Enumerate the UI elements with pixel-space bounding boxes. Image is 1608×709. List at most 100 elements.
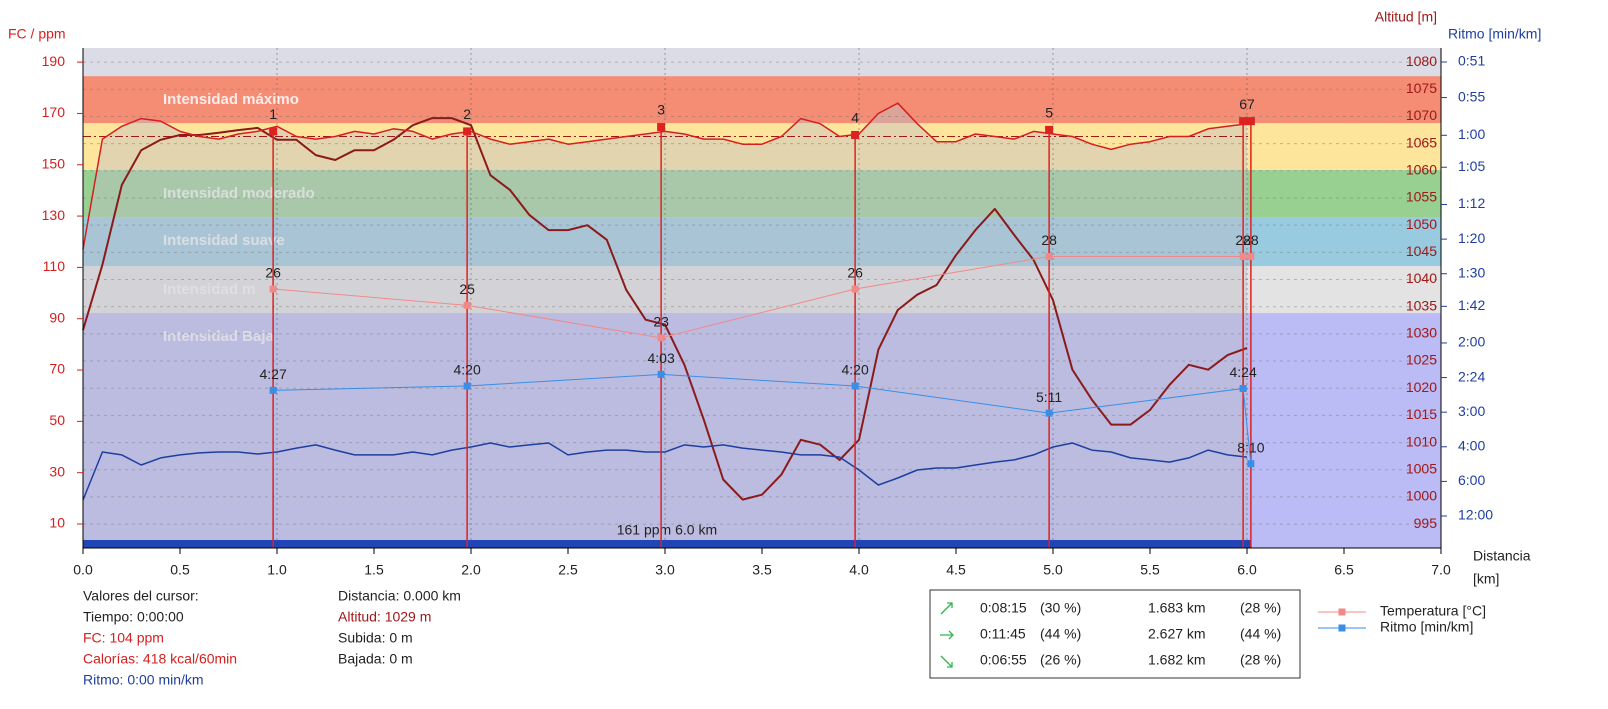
data-label: 26: [265, 265, 281, 281]
lap-label: 1: [269, 106, 277, 122]
lap-point: [657, 334, 665, 342]
y-tick-label: 10: [49, 515, 65, 531]
cursor-panel: Valores del cursor: Tiempo: 0:00:00 FC: …: [83, 588, 461, 688]
lap-point: [269, 285, 277, 293]
intensity-zone: [83, 313, 1441, 548]
x-tick-label: 6.0: [1237, 562, 1257, 578]
x-tick-label: 0.0: [73, 562, 93, 578]
y2-tick-label: 1050: [1406, 216, 1437, 232]
stat-value: (26 %): [1040, 652, 1081, 668]
cursor-pace: Ritmo: 0:00 min/km: [83, 672, 204, 688]
y-tick-label: 130: [42, 207, 66, 223]
y-tick-label: 70: [49, 361, 65, 377]
cursor-ascent: Subida: 0 m: [338, 630, 413, 646]
lap-marker: [1239, 117, 1248, 126]
y2-tick-label: 1000: [1406, 488, 1437, 504]
y2-tick-label: 1035: [1406, 297, 1437, 313]
zone-label: Intensidad suave: [163, 232, 285, 249]
up-arrow: [940, 602, 953, 615]
y2-tick-label: 1065: [1406, 134, 1437, 150]
stat-value: 0:08:15: [980, 600, 1027, 616]
stat-value: 2.627 km: [1148, 626, 1206, 642]
lap-point: [463, 301, 471, 309]
lap-point: [1239, 252, 1247, 260]
data-label: 5:11: [1036, 389, 1062, 405]
x-tick-label: 5.5: [1140, 562, 1160, 578]
lap-label: 6: [1239, 96, 1247, 112]
y3-axis-title: Ritmo [min/km]: [1448, 26, 1541, 42]
x-tick-label: 1.5: [364, 562, 384, 578]
data-label: 4:20: [453, 362, 480, 378]
y-tick-label: 190: [42, 53, 66, 69]
data-label: 28: [1243, 232, 1259, 248]
x-tick-label: 2.5: [558, 562, 578, 578]
y2-tick-label: 1070: [1406, 107, 1437, 123]
legend-marker: [1338, 608, 1346, 616]
series-line: [82, 117, 1248, 501]
lap-label: 3: [657, 102, 665, 118]
lap-point: [269, 386, 277, 394]
lap-point: [1045, 409, 1053, 417]
y-tick-label: 110: [43, 258, 66, 274]
y3-tick-label: 0:55: [1458, 88, 1485, 104]
lap-label: 5: [1045, 105, 1053, 121]
y-tick-label: 150: [42, 155, 66, 171]
y3-tick-label: 1:42: [1458, 297, 1485, 313]
data-label: 4:20: [841, 362, 868, 378]
data-label: 4:03: [647, 350, 674, 366]
y3-tick-label: 1:00: [1458, 126, 1485, 142]
stat-value: 1.682 km: [1148, 652, 1206, 668]
y3-tick-label: 1:30: [1458, 264, 1485, 280]
y3-tick-label: 12:00: [1458, 507, 1493, 523]
distance-bar: [83, 540, 1251, 548]
y3-tick-label: 2:00: [1458, 334, 1485, 350]
x-axis-title: Distancia: [1473, 548, 1531, 564]
intensity-zone: [83, 170, 1441, 218]
lap-label: 7: [1247, 96, 1255, 112]
y2-tick-label: 1015: [1406, 406, 1437, 422]
legend-marker: [1338, 624, 1346, 632]
intensity-zone: [83, 266, 1441, 314]
x-tick-label: 4.5: [946, 562, 966, 578]
cursor-distance: Distancia: 0.000 km: [338, 588, 461, 604]
stats-box: [929, 589, 1301, 679]
down-arrow: [940, 655, 953, 668]
stats-icons: [940, 602, 954, 668]
y3-tick-label: 3:00: [1458, 403, 1485, 419]
cursor-calories: Calorías: 418 kcal/60min: [83, 651, 237, 667]
lap-point: [851, 382, 859, 390]
zone-label: Intensidad m: [163, 281, 256, 298]
lap-marker: [1045, 125, 1054, 134]
legend-label: Ritmo [min/km]: [1380, 619, 1473, 635]
y2-tick-label: 1060: [1406, 162, 1437, 178]
legend-label: Temperatura [°C]: [1380, 603, 1486, 619]
x-tick-label: 0.5: [170, 562, 190, 578]
data-label: 23: [653, 314, 669, 330]
series-line: [82, 102, 1248, 250]
y2-tick-label: 1075: [1406, 80, 1437, 96]
lap-marker: [851, 130, 860, 139]
lap-point: [657, 370, 665, 378]
y2-tick-label: 1030: [1406, 325, 1437, 341]
y2-tick-label: 995: [1414, 515, 1438, 531]
y-tick-label: 170: [42, 104, 66, 120]
stat-value: (30 %): [1040, 600, 1081, 616]
cursor-altitude: Altitud: 1029 m: [338, 609, 431, 625]
x-tick-label: 3.0: [655, 562, 675, 578]
stat-value: (28 %): [1240, 652, 1281, 668]
y3-tick-label: 4:00: [1458, 437, 1485, 453]
lap-point: [463, 382, 471, 390]
data-label: 4:24: [1229, 364, 1256, 380]
zone-label: Intensidad máximo: [163, 91, 299, 108]
y-axis-title: FC / ppm: [8, 26, 66, 42]
stat-value: (44 %): [1240, 626, 1281, 642]
x-tick-label: 5.0: [1043, 562, 1063, 578]
y-tick-label: 50: [49, 412, 65, 428]
data-label: 26: [847, 265, 863, 281]
x-tick-label: 1.0: [267, 562, 287, 578]
stat-value: (28 %): [1240, 600, 1281, 616]
lap-marker: [657, 123, 666, 132]
y-tick-label: 90: [49, 309, 65, 325]
y3-tick-label: 1:05: [1458, 158, 1485, 174]
